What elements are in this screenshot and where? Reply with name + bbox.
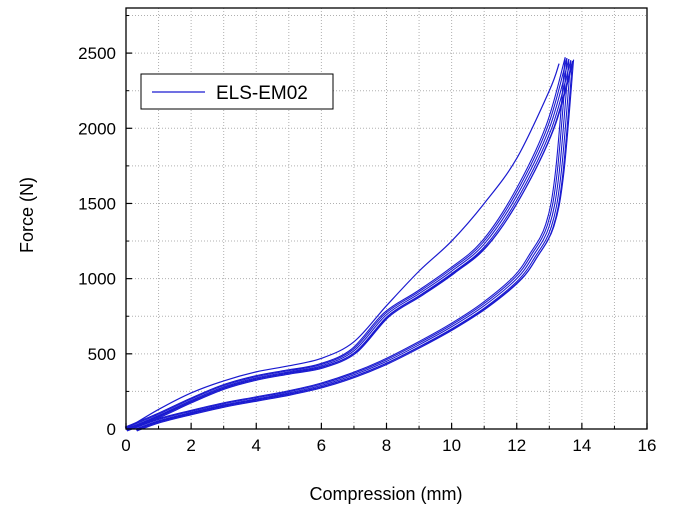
- x-tick-label: 16: [638, 436, 657, 455]
- series-layer: [124, 57, 575, 432]
- x-axis-title: Compression (mm): [309, 484, 462, 504]
- x-tick-label: 6: [317, 436, 326, 455]
- unloading-curve-cycle-5: [134, 57, 566, 428]
- unloading-curve-cycle-3: [134, 58, 568, 429]
- x-tick-label: 4: [252, 436, 261, 455]
- first-cycle-loading-curve: [125, 63, 560, 430]
- loading-curve-cycle-3: [125, 57, 568, 429]
- y-axis-title: Force (N): [17, 177, 37, 253]
- y-tick-label: 2500: [78, 44, 116, 63]
- x-tick-label: 0: [121, 436, 130, 455]
- unloading-curve-cycle-1: [135, 59, 570, 430]
- loading-curve-cycle-2: [126, 60, 572, 431]
- loading-curve-cycle-5: [124, 57, 566, 428]
- y-tick-label: 0: [107, 420, 116, 439]
- x-tick-label: 8: [382, 436, 391, 455]
- loading-curve-cycle-6: [126, 59, 575, 431]
- y-tick-label: 1000: [78, 270, 116, 289]
- loading-curve-cycle-1: [125, 58, 570, 430]
- y-tick-label: 500: [88, 345, 116, 364]
- x-tick-label: 2: [186, 436, 195, 455]
- x-tick-label: 14: [572, 436, 591, 455]
- x-tick-label: 12: [507, 436, 526, 455]
- plot-frame: [125, 7, 648, 430]
- unloading-curve-cycle-4: [136, 61, 574, 432]
- y-tick-label: 1500: [78, 194, 116, 213]
- tick-labels: 0 2 4 6 8 10 12 14 16 0 500 1000 1500 2000 2500: [78, 44, 656, 455]
- legend: ELS-EM02: [140, 73, 334, 110]
- legend-label: ELS-EM02: [216, 83, 308, 104]
- unloading-curve-cycle-6: [135, 59, 575, 431]
- y-tick-label: 2000: [78, 119, 116, 138]
- grid: [126, 8, 647, 429]
- x-tick-label: 10: [442, 436, 461, 455]
